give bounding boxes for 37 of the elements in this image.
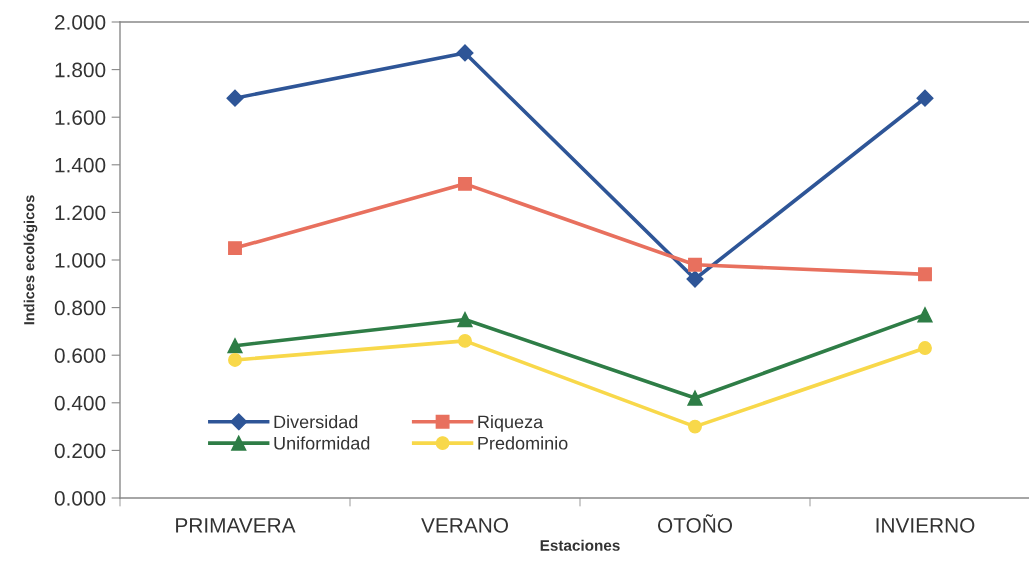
- y-tick-label: 1.800: [55, 62, 106, 78]
- y-tick-label: 1.600: [55, 110, 106, 125]
- point: [458, 333, 472, 348]
- point: [688, 257, 702, 272]
- point: [918, 267, 932, 282]
- point: [228, 241, 242, 256]
- point: [688, 419, 702, 434]
- y-tick-label: 0.800: [54, 300, 106, 316]
- point: [917, 307, 933, 323]
- x-tick-label: PRIMAVERA: [176, 518, 296, 533]
- y-tick-label: 1.400: [55, 157, 106, 173]
- legend-label: Riqueza: [478, 415, 544, 432]
- y-tick-label: 1.000: [55, 253, 106, 268]
- y-tick-label: 2.000: [55, 15, 106, 30]
- x-tick-label: OTOÑO: [657, 514, 733, 533]
- point: [228, 353, 242, 367]
- x-tick-label: INVIERNO: [876, 517, 975, 533]
- legend-label: Predominio: [478, 436, 568, 450]
- point: [458, 176, 472, 191]
- x-axis-title: Estaciones: [540, 539, 620, 551]
- point: [456, 44, 474, 62]
- y-tick-label: 0.400: [54, 395, 106, 411]
- y-tick-label: 0.200: [54, 443, 106, 459]
- point: [918, 341, 932, 356]
- y-tick-label: 1.200: [55, 205, 106, 221]
- legend-label: Uniformidad: [274, 436, 370, 450]
- y-tick-label: 0.600: [54, 348, 106, 363]
- point: [457, 311, 473, 328]
- y-tick-label: 0.000: [54, 491, 106, 506]
- point: [687, 390, 703, 406]
- legend-label: Diversidad: [274, 415, 358, 429]
- y-axis-title: Indices ecológicos: [23, 195, 38, 325]
- point: [686, 270, 704, 288]
- point: [226, 89, 244, 107]
- point: [227, 338, 243, 354]
- x-tick-label: VERANO: [421, 517, 508, 533]
- point: [916, 89, 934, 107]
